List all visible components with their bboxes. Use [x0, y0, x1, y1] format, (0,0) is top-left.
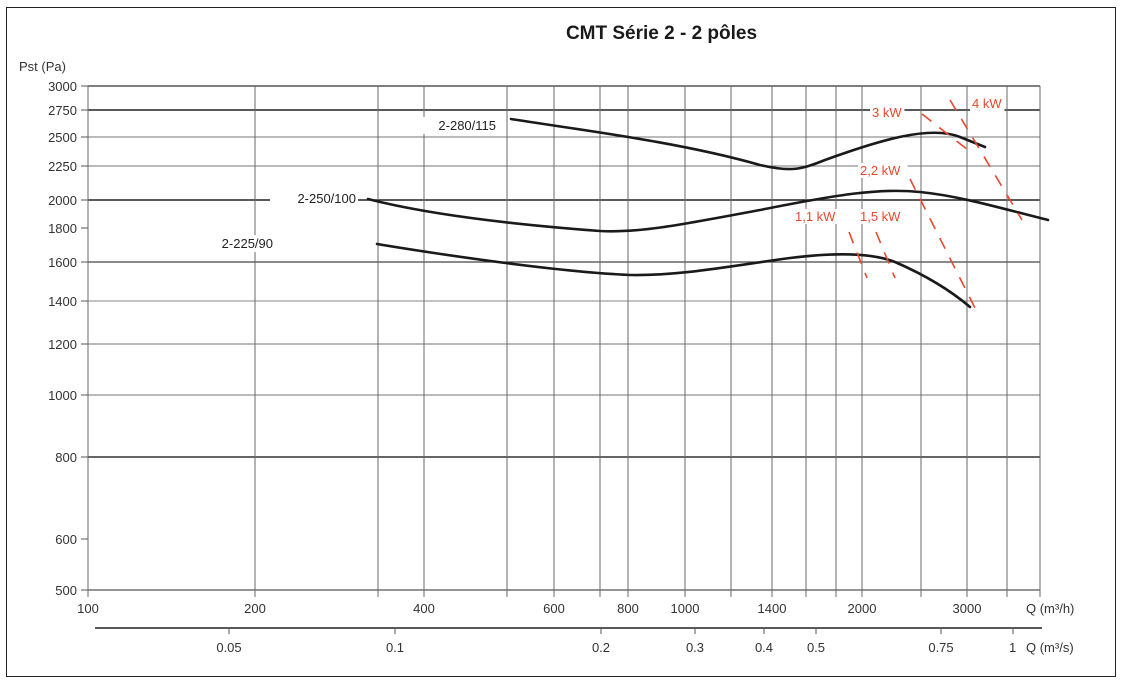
- axes: 3000275025002250200018001600140012001000…: [48, 79, 1074, 655]
- x-unit-h: Q (m³/h): [1026, 601, 1074, 616]
- power-line: [875, 231, 896, 279]
- label-bg: [187, 235, 275, 252]
- power-label: 3 kW: [872, 105, 902, 120]
- label-bg: [858, 163, 908, 178]
- y-tick-label: 1600: [48, 255, 77, 270]
- y-tick-label: 1800: [48, 221, 77, 236]
- y-tick-label: 1000: [48, 388, 77, 403]
- y-tick-label: 1200: [48, 337, 77, 352]
- y-tick-label: 800: [55, 450, 77, 465]
- x-tick-label: 3000: [953, 601, 982, 616]
- label-bg: [793, 209, 843, 224]
- power-line: [909, 178, 976, 309]
- y-tick-label: 1400: [48, 294, 77, 309]
- y-tick-label: 2250: [48, 159, 77, 174]
- secondary-x-tick-label: 0.2: [592, 640, 610, 655]
- x-tick-label: 600: [543, 601, 565, 616]
- secondary-x-tick-label: 0.5: [807, 640, 825, 655]
- curve-label: 2-250/100: [297, 191, 356, 206]
- y-tick-label: 3000: [48, 79, 77, 94]
- power-line: [949, 99, 1023, 221]
- x-tick-label: 200: [244, 601, 266, 616]
- power-line: [848, 231, 868, 279]
- power-label: 1,1 kW: [795, 209, 836, 224]
- y-tick-label: 2750: [48, 103, 77, 118]
- chart-title: CMT Série 2 - 2 pôles: [565, 23, 758, 44]
- fan-curve-2-250/100: [366, 189, 1050, 233]
- label-bg: [970, 96, 1005, 111]
- secondary-x-tick-label: 1: [1009, 640, 1016, 655]
- label-bg: [410, 117, 498, 134]
- fan-curve-2-225/90: [375, 242, 972, 309]
- x-tick-label: 400: [413, 601, 435, 616]
- x-tick-label: 100: [77, 601, 99, 616]
- power-lines: 1,1 kW 1,5 kW 2,2 kW 3 kW 4 kW: [793, 96, 1023, 309]
- fan-curve-2-280/115: [509, 117, 987, 171]
- grid-lines: [87, 85, 1041, 597]
- power-label: 4 kW: [972, 96, 1002, 111]
- y-tick-label: 600: [55, 532, 77, 547]
- x-unit-s: Q (m³/s): [1026, 640, 1074, 655]
- fan-curves: 2-280/115 2-250/100 2-225/90: [187, 117, 1050, 309]
- x-tick-label: 1400: [758, 601, 787, 616]
- y-tick-label: 2500: [48, 130, 77, 145]
- power-label: 1,5 kW: [860, 209, 901, 224]
- x-tick-label: 2000: [848, 601, 877, 616]
- secondary-x-tick-label: 0.3: [686, 640, 704, 655]
- power-line: [921, 113, 969, 151]
- secondary-x-tick-label: 0.75: [928, 640, 953, 655]
- y-tick-label: 500: [55, 583, 77, 598]
- power-label: 2,2 kW: [860, 163, 901, 178]
- label-bg: [270, 190, 358, 207]
- y-tick-label: 2000: [48, 193, 77, 208]
- x-tick-label: 1000: [671, 601, 700, 616]
- x-tick-label: 800: [617, 601, 639, 616]
- curve-label: 2-225/90: [222, 236, 273, 251]
- y-axis-label: Pst (Pa): [19, 59, 66, 74]
- chart-frame: [6, 7, 1116, 677]
- curve-label: 2-280/115: [438, 118, 496, 133]
- secondary-x-tick-label: 0.4: [755, 640, 773, 655]
- secondary-x-tick-label: 0.05: [216, 640, 241, 655]
- secondary-x-tick-label: 0.1: [386, 640, 404, 655]
- label-bg: [858, 209, 908, 224]
- label-bg: [870, 105, 905, 120]
